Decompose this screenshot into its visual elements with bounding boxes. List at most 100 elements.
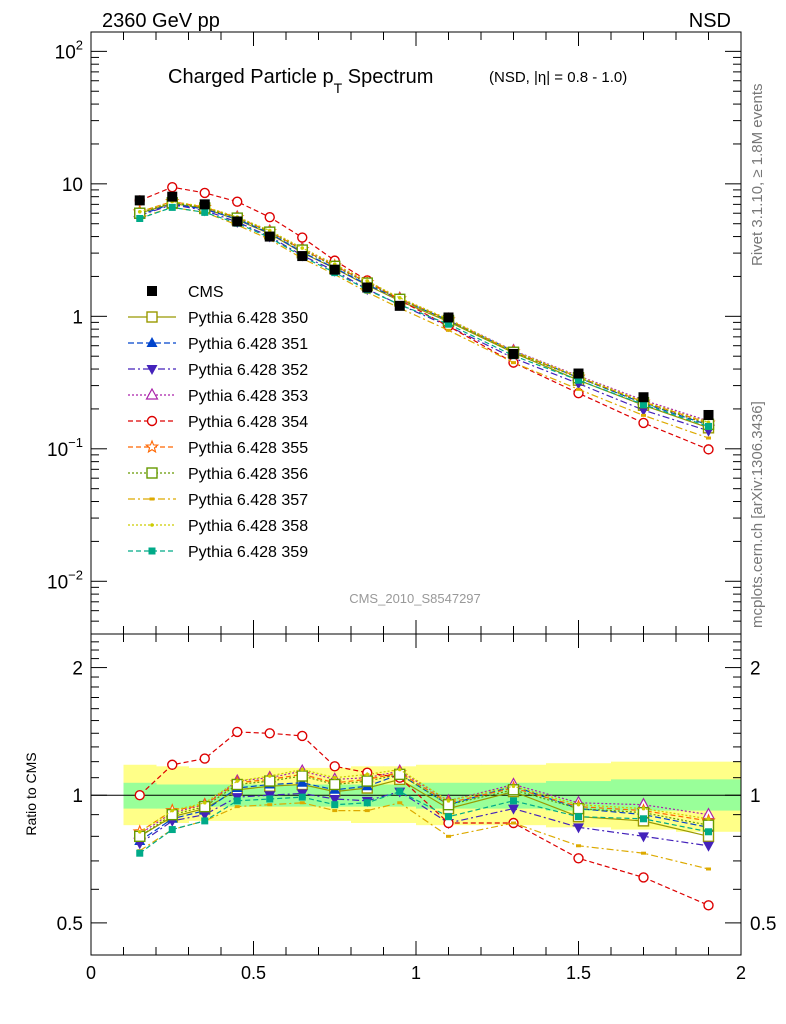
series-point <box>705 422 712 430</box>
legend-item: Pythia 6.428 352 <box>128 362 308 379</box>
ratio-point <box>329 794 341 805</box>
cms-data-point <box>573 368 584 379</box>
legend-marker <box>147 286 157 296</box>
legend-marker <box>146 415 158 427</box>
cms-data-point <box>232 216 243 227</box>
y-tick-label: 102 <box>55 37 83 63</box>
ratio-point <box>298 793 306 801</box>
ratio-point <box>329 761 340 772</box>
ratio-y-tick-label-right: 0.5 <box>750 914 776 935</box>
ratio-point <box>137 829 142 834</box>
series-point <box>264 211 275 223</box>
ratio-point <box>576 802 581 807</box>
series-line <box>139 200 709 423</box>
legend-marker <box>146 337 158 347</box>
ratio-point <box>170 808 175 813</box>
ratio-point <box>511 784 516 789</box>
legend-label: CMS <box>188 284 224 301</box>
legend-marker <box>145 387 159 400</box>
series-point <box>168 203 176 211</box>
cms-data-point <box>443 312 454 323</box>
ratio-point <box>703 841 714 852</box>
legend-label: Pythia 6.428 353 <box>188 388 308 405</box>
series-point <box>445 320 452 328</box>
ratio-point <box>361 775 373 787</box>
cms-data-point <box>329 264 340 275</box>
main-y-axis: 10−2 10−1 1 10 102 <box>47 32 742 635</box>
series-point <box>576 387 581 391</box>
ratio-point <box>299 801 305 805</box>
ratio-point <box>365 772 370 777</box>
ratio-series-line <box>139 802 709 870</box>
legend-label: Pythia 6.428 354 <box>188 414 308 431</box>
series-point <box>167 181 178 193</box>
ratio-point <box>201 817 209 825</box>
ratio-point <box>266 795 274 803</box>
ratio-point <box>511 821 516 825</box>
legend-label: Pythia 6.428 356 <box>188 466 308 483</box>
mcplots-label: mcplots.cern.ch [arXiv:1306.3436] <box>749 401 766 628</box>
series-point <box>638 417 649 429</box>
series-point <box>365 279 370 283</box>
ratio-point <box>573 853 584 864</box>
ratio-point <box>296 776 308 787</box>
ratio-point <box>703 900 714 911</box>
ratio-point <box>363 799 371 807</box>
header-right-label: NSD <box>689 10 731 32</box>
ratio-point <box>397 767 402 772</box>
chart-title-main: Charged Particle p <box>168 66 334 88</box>
main-panel: 10−2 10−1 1 10 102 CMS Pythia 6.428 350 Pythia… <box>47 31 742 635</box>
y-tick-label: 1 <box>72 307 83 328</box>
series-point <box>575 376 582 384</box>
ratio-y-tick-label: 2 <box>72 659 83 680</box>
series-line <box>139 206 709 439</box>
ratio-point <box>199 810 211 821</box>
ratio-point <box>168 826 176 834</box>
y-tick-label: 10−1 <box>47 435 83 461</box>
legend-item: Pythia 6.428 354 <box>128 414 308 431</box>
series-point <box>136 214 144 222</box>
ratio-point <box>638 832 649 843</box>
ratio-point <box>300 767 305 772</box>
ratio-plot-area <box>91 726 742 911</box>
x-tick-label: 0.5 <box>241 963 266 983</box>
series-point <box>640 401 647 409</box>
ratio-point <box>267 803 273 807</box>
ratio-point <box>296 770 308 782</box>
series-point <box>201 208 209 216</box>
series-point <box>703 444 714 455</box>
series-point <box>511 361 516 365</box>
ratio-point <box>235 779 240 783</box>
ratio-point <box>573 823 584 834</box>
series-point <box>199 187 210 199</box>
ratio-series-line <box>139 790 709 854</box>
ratio-point <box>576 844 581 848</box>
ratio-y-tick-label-right: 2 <box>750 659 761 680</box>
ratio-point <box>508 804 519 815</box>
series-point <box>397 295 402 300</box>
legend: CMS Pythia 6.428 350 Pythia 6.428 351 Pythi… <box>128 284 308 561</box>
ratio-point <box>267 774 272 778</box>
legend-item: Pythia 6.428 359 <box>128 544 308 561</box>
cms-data-point <box>703 409 714 420</box>
legend-label: Pythia 6.428 357 <box>188 492 308 509</box>
series-point <box>137 210 142 214</box>
legend-item: Pythia 6.428 355 <box>128 439 308 457</box>
legend-label: Pythia 6.428 352 <box>188 362 308 379</box>
legend-label: Pythia 6.428 359 <box>188 544 308 561</box>
ratio-y-tick-label-right: 1 <box>750 786 761 807</box>
ratio-point <box>329 778 341 791</box>
cms-data-point <box>264 231 275 242</box>
ratio-point <box>445 813 452 821</box>
ratio-point <box>446 834 451 838</box>
series-point <box>706 436 711 440</box>
x-tick-label: 1 <box>411 963 421 983</box>
cms-data-point <box>199 199 210 210</box>
header-left-label: 2360 GeV pp <box>102 10 220 32</box>
legend-marker <box>148 547 156 555</box>
legend-item: CMS <box>147 284 224 301</box>
series-point <box>638 406 649 417</box>
ratio-y-axis-label: Ratio to CMS <box>23 752 39 835</box>
ratio-point <box>234 805 240 809</box>
